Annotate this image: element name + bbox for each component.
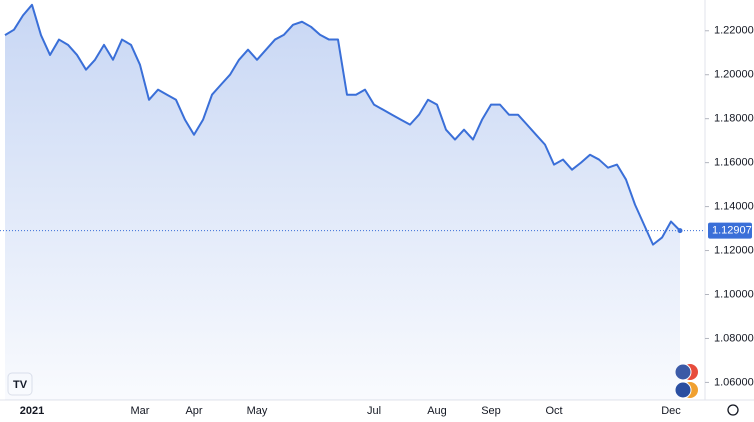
x-tick-label: 2021 xyxy=(20,405,44,417)
x-tick-label: Aug xyxy=(427,405,447,417)
y-tick-label: 1.06000 xyxy=(714,376,754,388)
y-tick-label: 1.10000 xyxy=(714,288,754,300)
x-tick-label: Mar xyxy=(131,405,150,417)
area xyxy=(5,4,680,400)
y-tick-label: 1.18000 xyxy=(714,113,754,125)
x-tick-label: Jul xyxy=(367,405,381,417)
settings-icon[interactable] xyxy=(727,404,739,416)
last-point xyxy=(677,228,683,234)
line xyxy=(4,3,681,246)
y-tick-label: 1.08000 xyxy=(714,332,754,344)
x-tick-label: Sep xyxy=(481,405,501,417)
price-label-bg xyxy=(708,222,752,239)
x-tick-label: Apr xyxy=(185,405,202,417)
x-tick-label: May xyxy=(247,405,268,417)
y-tick-label: 1.12000 xyxy=(714,244,754,256)
price-label: 1.12907 xyxy=(712,225,752,237)
y-tick-label: 1.22000 xyxy=(714,25,754,37)
y-tick-label: 1.16000 xyxy=(714,157,754,169)
x-tick-label: Oct xyxy=(545,405,562,417)
y-tick-label: 1.20000 xyxy=(714,69,754,81)
x-tick-label: Dec xyxy=(661,405,681,417)
y-tick-label: 1.14000 xyxy=(714,200,754,212)
